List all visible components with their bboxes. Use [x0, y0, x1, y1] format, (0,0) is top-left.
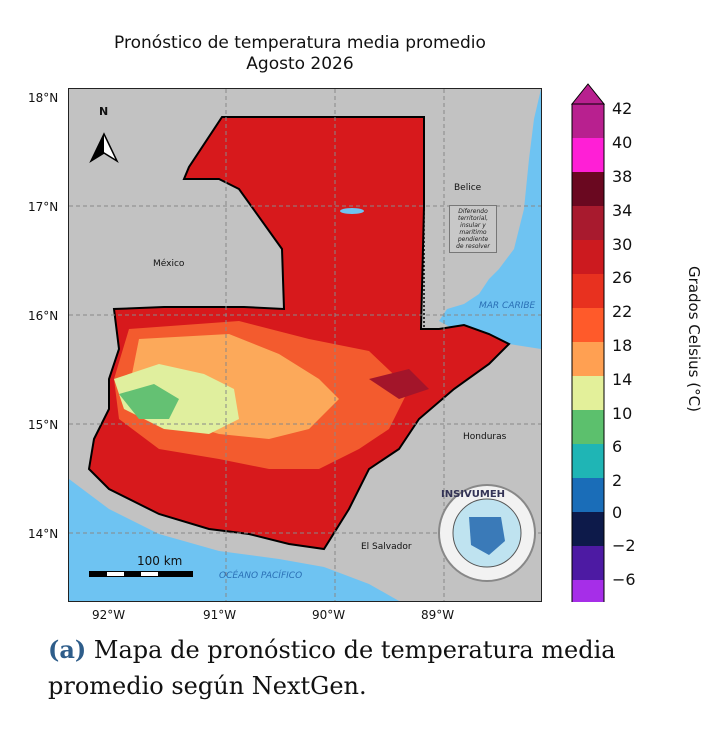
cb-tick: 14 — [612, 370, 633, 389]
colorbar-frame — [571, 103, 605, 602]
pacific-ocean — [69, 479, 399, 601]
figure-caption: (a) Mapa de pronóstico de temperatura me… — [48, 632, 688, 704]
cb-tick: 42 — [612, 99, 633, 118]
cb-tick: 6 — [612, 437, 623, 456]
colorbar-segment — [572, 580, 604, 602]
lat-label-18: 18°N — [28, 91, 59, 105]
colorbar-top-arrow — [570, 83, 606, 105]
cb-tick: 40 — [612, 133, 633, 152]
cb-tick: 34 — [612, 201, 633, 220]
label-north: N — [99, 105, 109, 118]
diferendo-line: Diferendo — [458, 208, 488, 215]
colorbar-segment — [572, 274, 604, 308]
label-belice: Belice — [454, 183, 482, 193]
label-oceano-pacifico: OCÉANO PACÍFICO — [219, 571, 303, 581]
cb-tick: 0 — [612, 503, 623, 522]
colorbar-segment — [572, 444, 604, 478]
cb-tick: 2 — [612, 471, 623, 490]
colorbar-segment — [572, 138, 604, 172]
colorbar-segment — [572, 172, 604, 206]
colorbar-segment — [572, 104, 604, 138]
cb-tick: −2 — [612, 536, 636, 555]
diferendo-line: marítimo — [459, 229, 487, 236]
label-mar-caribe: MAR CARIBE — [479, 301, 536, 311]
chart-subtitle: Agosto 2026 — [246, 54, 354, 74]
temperature-map: México Belice Honduras El Salvador MAR C… — [68, 88, 542, 602]
cb-tick: 30 — [612, 235, 633, 254]
scale-bar-label: 100 km — [137, 554, 183, 568]
caribbean-sea — [439, 89, 541, 349]
colorbar-segment — [572, 240, 604, 274]
diferendo-line: pendiente — [457, 236, 489, 243]
lon-label-90: 90°W — [312, 608, 346, 622]
label-honduras: Honduras — [463, 432, 507, 442]
lat-label-15: 15°N — [28, 418, 59, 432]
colorbar-segment — [572, 478, 604, 512]
insivumeh-logo — [438, 484, 536, 582]
cb-tick: 26 — [612, 268, 633, 287]
colorbar-segment — [572, 342, 604, 376]
diferendo-line: territorial, — [457, 215, 489, 222]
cb-tick: 10 — [612, 404, 633, 423]
caption-figure-label: (a) — [48, 635, 87, 664]
north-arrow-icon — [89, 132, 119, 163]
colorbar-segment — [572, 206, 604, 240]
diferendo-note: Diferendo territorial, insular y marítim… — [449, 205, 497, 253]
lake-peten — [340, 208, 364, 214]
label-el-salvador: El Salvador — [361, 542, 412, 552]
logo-text: INSIVUMEH — [441, 489, 506, 500]
lon-label-92: 92°W — [92, 608, 126, 622]
chart-title: Pronóstico de temperatura media promedio — [114, 33, 486, 53]
colorbar-segment — [572, 410, 604, 444]
map-canvas — [69, 89, 541, 601]
diferendo-line: de resolver — [456, 243, 490, 250]
cb-tick: 18 — [612, 336, 633, 355]
lat-label-14: 14°N — [28, 527, 59, 541]
lat-label-16: 16°N — [28, 309, 59, 323]
cold-zone — [119, 384, 179, 419]
cb-tick: 38 — [612, 167, 633, 186]
darkhot-zone — [369, 369, 429, 399]
label-mexico: México — [153, 259, 185, 269]
colorbar-segment — [572, 376, 604, 410]
cb-tick: −6 — [612, 570, 636, 589]
cb-tick: 22 — [612, 302, 633, 321]
colorbar-label: Grados Celsius (°C) — [685, 266, 703, 412]
diferendo-line: insular y — [460, 222, 486, 229]
colorbar-segment — [572, 512, 604, 546]
colorbar — [570, 83, 606, 602]
colorbar-segment — [572, 546, 604, 580]
lat-label-17: 17°N — [28, 200, 59, 214]
caption-text: Mapa de pronóstico de temperatura media … — [48, 636, 616, 700]
colorbar-segment — [572, 308, 604, 342]
lon-label-91: 91°W — [203, 608, 237, 622]
lon-label-89: 89°W — [421, 608, 455, 622]
scale-bar — [89, 571, 193, 577]
